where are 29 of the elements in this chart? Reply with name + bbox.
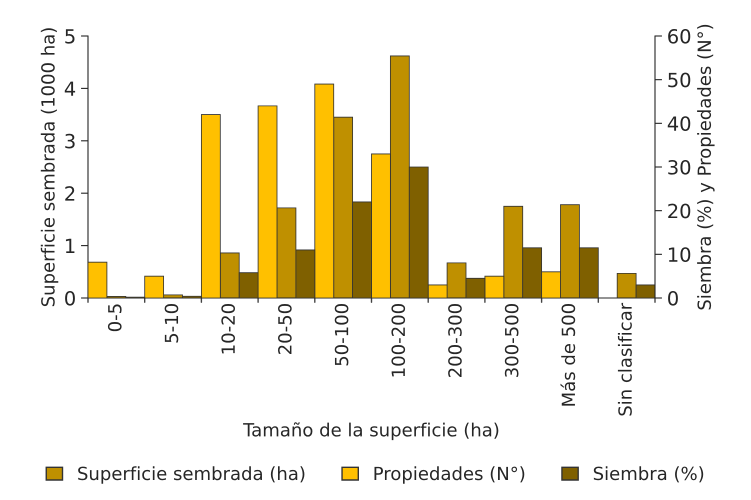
y2-tick-label: 50 xyxy=(668,72,690,88)
legend-label: Superficie sembrada (ha) xyxy=(78,466,304,484)
x-tick-label: 200-300 xyxy=(448,304,462,377)
y2-tick-label: 30 xyxy=(668,160,690,175)
x-tick-label: 20-50 xyxy=(278,304,292,354)
y2-tick-label: 60 xyxy=(668,28,690,44)
x-tick-label: 100-200 xyxy=(391,304,406,376)
y2-tick-label: 20 xyxy=(668,204,690,218)
y-tick-label: 5 xyxy=(65,29,74,44)
y2-tick-label: 0 xyxy=(668,290,678,306)
y-tick-label: 4 xyxy=(64,82,76,96)
x-tick-label: 0-5 xyxy=(108,304,122,332)
y-tick-label: 3 xyxy=(65,134,75,148)
x-tick-label: 50-100 xyxy=(334,304,348,366)
legend-label: Propiedades (N°) xyxy=(374,466,524,484)
y-axis-title: Superficie sembrada (1000 ha) xyxy=(40,28,58,306)
x-tick-label: 300-500 xyxy=(504,304,518,377)
x-tick-label: Más de 500 xyxy=(560,304,576,406)
y2-tick-label: 40 xyxy=(668,116,690,131)
y-tick-label: 1 xyxy=(66,238,74,253)
x-tick-label: Sin clasificar xyxy=(618,302,632,416)
y2-tick-label: 10 xyxy=(668,247,690,262)
legend-label: Siembra (%) xyxy=(594,466,704,482)
y-tick-label: 2 xyxy=(65,186,74,201)
x-axis-title: Tamaño de la superficie (ha) xyxy=(243,422,498,440)
y-tick-label: 0 xyxy=(65,290,75,306)
x-tick-label: 10-20 xyxy=(221,304,235,354)
x-tick-label: 5-10 xyxy=(164,304,178,342)
y2-axis-title: Siembra (%) y Propiedades (N°) xyxy=(697,24,715,310)
